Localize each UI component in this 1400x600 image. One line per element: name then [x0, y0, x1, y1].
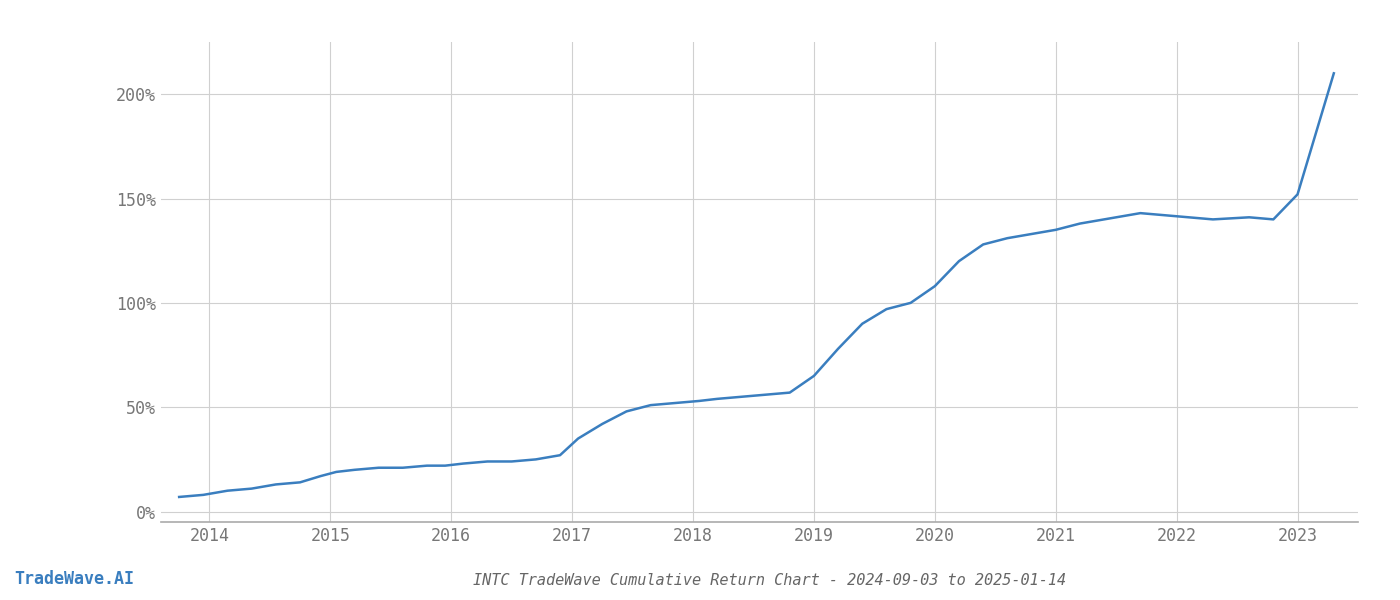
Text: TradeWave.AI: TradeWave.AI	[14, 570, 134, 588]
Text: INTC TradeWave Cumulative Return Chart - 2024-09-03 to 2025-01-14: INTC TradeWave Cumulative Return Chart -…	[473, 573, 1067, 588]
